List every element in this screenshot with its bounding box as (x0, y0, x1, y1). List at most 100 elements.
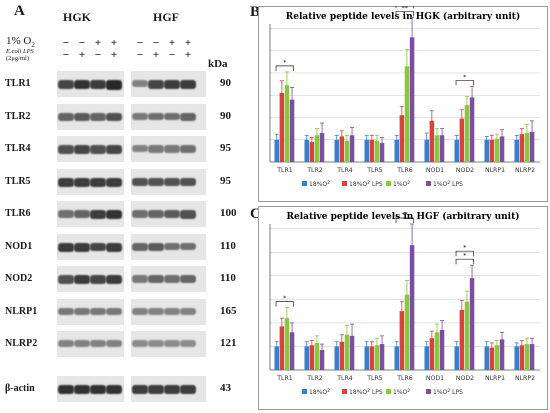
legend-label: 1%O2 LPS (433, 180, 463, 189)
bar (304, 139, 309, 162)
bar (274, 139, 279, 162)
significance-bracket (455, 250, 474, 257)
blot-band (106, 177, 122, 187)
legend-label: 18%O2 LPS (349, 180, 383, 189)
blot-row-kda: 100 (220, 207, 237, 219)
bar (339, 136, 345, 162)
blot-band (58, 80, 74, 89)
blot-band (148, 275, 164, 283)
legend-swatch (342, 389, 347, 394)
blot-band (74, 307, 90, 315)
blot-band (164, 307, 180, 315)
bar (284, 318, 290, 370)
significance-bracket (275, 301, 294, 307)
o2-sign: + (184, 37, 192, 49)
bar (364, 346, 369, 370)
bar (339, 341, 345, 370)
blot-band (180, 340, 196, 347)
blot-band (106, 275, 122, 284)
x-tick-label: TLR5 (366, 375, 383, 382)
legend-swatch (302, 181, 307, 186)
blot-band (164, 145, 180, 153)
bar (519, 345, 525, 370)
blot-band (132, 210, 148, 218)
bar (364, 139, 369, 162)
blot-band (74, 210, 90, 218)
lps-label-line1: E.coli LPS (6, 48, 34, 55)
significance-marker: ** (401, 211, 408, 219)
blot-band (106, 384, 122, 394)
blot-band (106, 112, 122, 121)
bar (454, 139, 459, 162)
blot-band (164, 177, 180, 186)
legend-label: 18%O2 (309, 180, 330, 189)
blot-row-label: TLR6 (5, 208, 31, 219)
legend-swatch (386, 181, 391, 186)
lps-sign: − (94, 49, 102, 61)
bar (469, 278, 475, 370)
blot-band (74, 80, 90, 90)
chart-frame (258, 6, 548, 202)
lps-label: E.coli LPS (2μg/ml) (6, 48, 34, 62)
blot-row-label: TLR2 (5, 110, 31, 122)
x-tick-label: NOD1 (426, 375, 444, 382)
legend-label: 18%O2 LPS (349, 388, 383, 397)
bar (314, 135, 320, 162)
bar (289, 332, 295, 370)
bar (529, 344, 535, 370)
blot-band (106, 340, 122, 348)
blot-band (58, 112, 74, 121)
bar (409, 37, 415, 162)
blot-band (180, 384, 196, 394)
bar (424, 346, 429, 370)
lps-sign: + (110, 49, 118, 61)
chart-frame (258, 206, 548, 410)
legend-swatch (342, 181, 347, 186)
blot-row-kda: 43 (220, 381, 231, 394)
blot-row-kda: 110 (220, 272, 236, 284)
bar (429, 120, 435, 162)
legend-label: 1%O2 LPS (433, 388, 463, 397)
chart-hgf: Relative peptide levels in HGF (arbitrar… (258, 206, 548, 410)
blot-band (148, 307, 164, 315)
bar (379, 143, 385, 162)
x-tick-label: NOD2 (456, 167, 474, 174)
bar (429, 338, 435, 370)
bar (289, 99, 295, 162)
panel-a-label: A (14, 3, 25, 19)
x-tick-label: TLR4 (336, 167, 353, 174)
x-tick-label: TLR6 (396, 167, 413, 174)
bar (304, 346, 309, 370)
bar (334, 346, 339, 370)
bar (319, 133, 325, 162)
blot-row-label: NLRP1 (5, 305, 38, 317)
bar (274, 346, 279, 370)
o2-label-text: 1% O (6, 35, 32, 47)
blot-band (164, 112, 180, 121)
blot-band (74, 340, 90, 348)
bar (464, 301, 470, 370)
x-tick-label: TLR1 (276, 167, 293, 174)
blot-row-label: β-actin (5, 382, 35, 394)
bar (279, 326, 285, 370)
bar (309, 345, 315, 370)
bar (369, 139, 375, 162)
blot-band (58, 242, 74, 252)
bar (514, 139, 519, 162)
significance-bracket (455, 79, 474, 86)
blot-band (74, 112, 90, 121)
blot-band (148, 177, 164, 186)
hgk-header: HGK (63, 10, 92, 24)
blot-band (132, 242, 148, 251)
x-tick-label: TLR6 (396, 375, 413, 382)
bar (379, 344, 385, 370)
significance-bracket (455, 258, 474, 265)
x-tick-label: NLRP2 (515, 375, 535, 382)
blot-band (148, 340, 164, 347)
bar (499, 339, 505, 370)
blot-band (74, 177, 90, 187)
blot-row-kda: 165 (220, 304, 237, 317)
blot-band (132, 340, 148, 347)
bar (469, 97, 475, 162)
bar (499, 136, 505, 162)
